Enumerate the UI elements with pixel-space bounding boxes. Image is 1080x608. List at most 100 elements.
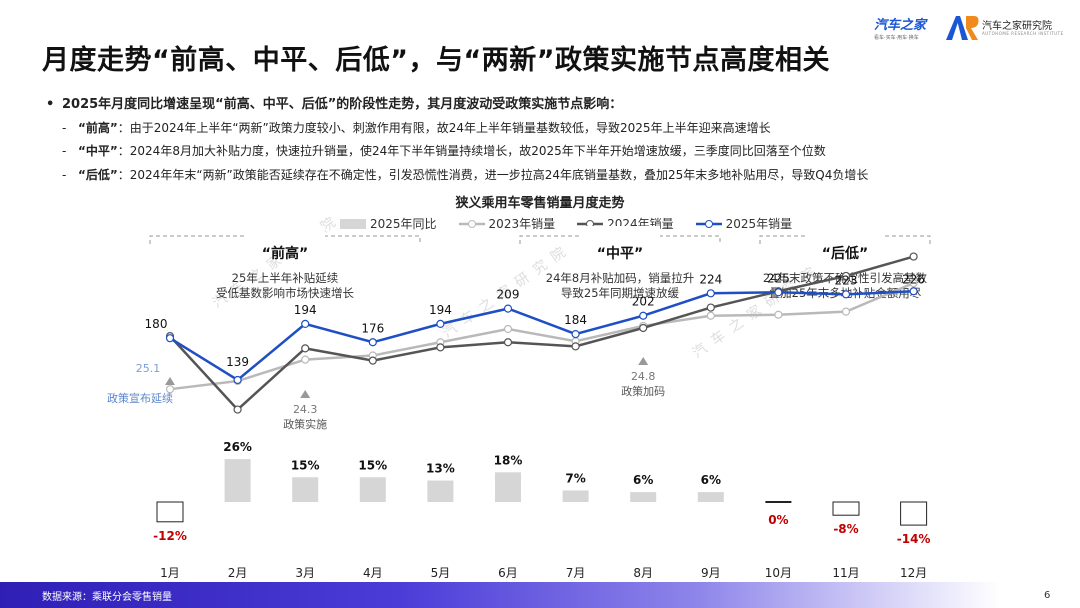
series-point — [301, 355, 310, 364]
series-point — [503, 304, 513, 313]
yoy-bar — [224, 459, 251, 502]
x-tick-label: 5月 — [431, 566, 451, 580]
phase-label: “中平” — [597, 245, 643, 262]
phase-label: “后低” — [822, 245, 868, 262]
series-point — [165, 385, 175, 394]
annotation-text: 政策加码 — [621, 384, 665, 398]
page-title: 月度走势“前高、中平、后低”，与“两新”政策实施节点高度相关 — [42, 45, 830, 76]
data-label: 224 — [699, 272, 722, 286]
bullet-dash: - — [62, 144, 67, 158]
bullet-text: ：由于2024年上半年“两新”政策力度较小、刺激作用有限，故24年上半年销量基数… — [117, 120, 771, 135]
series-point — [774, 310, 783, 319]
phase-description: 25年上半年补贴延续 — [232, 271, 339, 285]
yoy-label: 26% — [223, 440, 252, 454]
bullet-key: “中平” — [78, 144, 118, 158]
footer: 数据来源：乘联分会零售销量 6 — [0, 582, 1080, 608]
legend-label: 2025年销量 — [725, 217, 793, 231]
yoy-bar — [292, 477, 319, 502]
series-point — [503, 324, 513, 334]
x-tick-label: 6月 — [498, 566, 518, 580]
x-tick-label: 12月 — [900, 566, 927, 580]
series-point — [909, 287, 918, 296]
x-tick-label: 4月 — [363, 566, 383, 580]
x-tick-label: 8月 — [633, 566, 653, 580]
annotation-value: 25.1 — [136, 362, 161, 375]
yoy-label: 18% — [494, 453, 523, 467]
bullet-sub-3: - “后低”：2024年年末“两新”政策能否延续存在不确定性，引发恐慌性消费，进… — [62, 164, 1062, 188]
autohome-logo: 汽车之家 看车·买车·用车·换车 — [874, 14, 930, 41]
yoy-label: 15% — [358, 458, 387, 472]
annotation-marker — [165, 377, 175, 385]
data-label: 139 — [226, 355, 249, 369]
legend-label: 2023年销量 — [488, 217, 556, 231]
series-point — [368, 356, 377, 365]
series-point — [639, 311, 648, 320]
series-point — [368, 338, 377, 347]
series-point — [841, 271, 851, 281]
yoy-label: -8% — [833, 522, 858, 536]
x-tick-label: 11月 — [832, 566, 859, 580]
data-label: 223 — [835, 273, 858, 287]
legend-item-2025: 2025年销量 — [695, 215, 793, 232]
bullet-key: “后低” — [78, 167, 118, 182]
series-point — [706, 303, 715, 312]
legend-label: 2025年同比 — [370, 217, 437, 231]
ar-logo-icon — [946, 16, 979, 40]
yoy-label: -12% — [153, 529, 187, 543]
yoy-bar — [900, 501, 928, 526]
data-label: 226 — [902, 272, 925, 286]
data-label: 225 — [767, 271, 790, 285]
yoy-label: 15% — [291, 458, 320, 472]
x-tick-label: 1月 — [160, 566, 180, 580]
x-tick-label: 10月 — [765, 566, 792, 580]
data-label: 202 — [632, 295, 655, 309]
yoy-bar — [630, 492, 657, 502]
data-label: 194 — [294, 303, 317, 317]
yoy-bar — [697, 492, 724, 502]
series-point — [301, 319, 310, 328]
yoy-label: 6% — [633, 473, 653, 487]
bullet-text: ：2024年年末“两新”政策能否延续存在不确定性，引发恐慌性消费，进一步拉高24… — [117, 167, 869, 182]
series-point — [841, 290, 851, 299]
x-tick-label: 3月 — [295, 566, 315, 580]
series-point — [436, 343, 445, 352]
series-point — [301, 344, 310, 353]
footer-bar — [0, 582, 1000, 608]
logo-name: 汽车之家 — [874, 18, 927, 33]
annotation-text: 政策实施 — [283, 417, 327, 431]
data-label: 194 — [429, 303, 452, 317]
yoy-bar — [427, 480, 454, 502]
series-point — [233, 405, 242, 414]
series-point — [233, 375, 242, 385]
yoy-bar — [359, 477, 386, 502]
bullet-text: ：2024年8月加大补贴力度，快速拉升销量，使24年下半年销量持续增长，故202… — [117, 144, 826, 158]
x-tick-label: 9月 — [701, 566, 721, 580]
bullet-key: “前高” — [78, 120, 118, 135]
series-line-2023年销量 — [169, 281, 915, 391]
yoy-bar — [495, 472, 521, 502]
data-label: 176 — [361, 321, 384, 335]
x-tick-label: 7月 — [566, 566, 586, 580]
institute-name: 汽车之家研究院 — [982, 21, 1052, 32]
page-number: 6 — [1044, 590, 1051, 601]
legend-item-yoy: 2025年同比 — [340, 215, 437, 232]
bullet-main: 2025年月度同比增速呈现“前高、中平、后低”的阶段性走势，其月度波动受政策实施… — [46, 93, 1062, 117]
annotation-value: 24.3 — [293, 403, 318, 416]
series-line-2025年销量 — [169, 290, 914, 382]
chart-title: 狭义乘用车零售销量月度走势 — [455, 196, 625, 211]
series-point — [436, 319, 445, 328]
bullet-sub-1: - “前高”：由于2024年上半年“两新”政策力度较小、刺激作用有限，故24年上… — [62, 117, 1062, 141]
series-point — [165, 334, 175, 343]
series-point — [571, 342, 580, 351]
summary-bullets: 2025年月度同比增速呈现“前高、中平、后低”的阶段性走势，其月度波动受政策实施… — [46, 93, 1062, 188]
annotation-marker — [638, 357, 649, 365]
series-point — [706, 289, 715, 298]
bullet-dash: - — [62, 120, 67, 135]
x-tick-label: 2月 — [228, 566, 248, 580]
series-point — [639, 323, 648, 333]
series-point — [909, 252, 918, 261]
yoy-label: -14% — [897, 532, 931, 546]
bullet-dash: - — [62, 167, 67, 182]
institute-sub: AUTOHOME RESEARCH INSTITUTE — [982, 31, 1064, 36]
